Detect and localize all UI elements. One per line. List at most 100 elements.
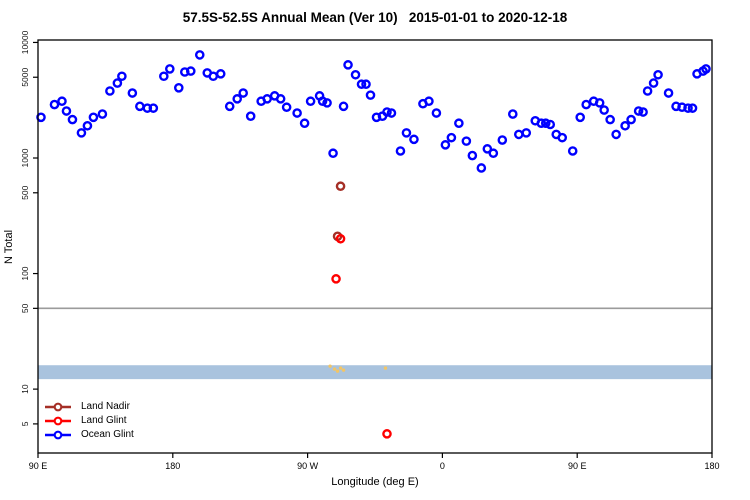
- y-tick-label: 5000: [20, 68, 30, 87]
- ocean-glint-point: [135, 101, 145, 112]
- ocean-glint-point: [540, 118, 551, 129]
- ocean-glint-point: [238, 88, 248, 98]
- ocean-glint-point: [142, 103, 153, 113]
- ocean-glint-point: [507, 109, 518, 119]
- flagged-point: [338, 366, 343, 370]
- ocean-glint-point: [482, 144, 493, 154]
- land-glint-point: [335, 233, 346, 244]
- ocean-glint-point: [567, 146, 578, 156]
- ocean-glint-point: [599, 105, 609, 115]
- flagged-point: [328, 364, 332, 368]
- legend-item-land-nadir: Land Nadir: [44, 400, 134, 414]
- ocean-glint-point: [82, 120, 93, 131]
- x-tick-label: 0: [440, 461, 445, 471]
- ocean-glint-point: [536, 118, 547, 129]
- x-tick-label: 180: [704, 461, 719, 471]
- ocean-glint-point: [424, 96, 434, 107]
- ocean-glint-point: [350, 69, 361, 80]
- legend-label: Land Glint: [81, 415, 127, 426]
- y-tick-label: 50: [20, 303, 30, 313]
- y-tick-label: 500: [20, 185, 30, 199]
- ocean-glint-point: [521, 128, 532, 138]
- ocean-glint-point: [513, 129, 524, 140]
- ocean-glint-point: [343, 60, 353, 70]
- y-tick-label: 10000: [20, 30, 30, 54]
- ocean-glint-point: [215, 69, 226, 79]
- x-tick-label: 90 E: [29, 461, 48, 471]
- ocean-glint-point: [245, 111, 256, 122]
- ocean-glint-point: [575, 112, 585, 123]
- ocean-glint-point: [76, 128, 87, 138]
- ocean-glint-point: [605, 114, 615, 125]
- ocean-glint-point: [88, 112, 99, 123]
- ocean-glint-point: [497, 135, 508, 145]
- ocean-glint-point: [395, 146, 406, 156]
- ocean-glint-point: [281, 102, 292, 113]
- ocean-glint-point: [117, 71, 127, 82]
- highlight-band: [38, 365, 712, 380]
- ocean-glint-point: [328, 148, 338, 159]
- ocean-glint-point: [633, 106, 644, 116]
- ocean-glint-point: [701, 64, 711, 74]
- ocean-glint-point: [61, 106, 72, 116]
- x-tick-label: 90 W: [297, 461, 319, 471]
- ocean-glint-point: [127, 88, 138, 98]
- ocean-glint-point: [185, 66, 196, 76]
- ocean-glint-point: [409, 134, 419, 145]
- ocean-glint-point: [683, 103, 693, 113]
- ocean-glint-point: [305, 96, 316, 107]
- ocean-glint-point: [97, 109, 108, 119]
- ocean-glint-point: [159, 71, 169, 82]
- ocean-glint-point: [401, 128, 412, 138]
- ocean-glint-point: [224, 101, 235, 112]
- ocean-glint-point: [292, 108, 302, 118]
- ocean-glint-point: [440, 140, 451, 150]
- ocean-glint-point: [611, 129, 621, 140]
- ocean-glint-point: [232, 94, 243, 104]
- legend-item-ocean-glint: Ocean Glint: [44, 428, 134, 442]
- legend: Land Nadir Land Glint Ocean Glint: [44, 400, 134, 442]
- ocean-glint-point: [49, 99, 60, 110]
- flagged-point: [341, 368, 346, 372]
- ocean-glint-point: [173, 83, 184, 93]
- legend-label: Land Nadir: [81, 401, 130, 412]
- ocean-glint-point: [642, 86, 653, 96]
- ocean-glint-point: [165, 64, 175, 74]
- ocean-glint-point: [545, 119, 556, 130]
- ocean-glint-point: [626, 114, 636, 125]
- ocean-glint-point: [299, 118, 310, 129]
- ocean-glint-point: [322, 98, 332, 108]
- x-tick-label: 180: [165, 461, 180, 471]
- ocean-glint-point: [454, 118, 464, 129]
- ocean-glint-point: [194, 50, 205, 60]
- ocean-glint-point: [112, 78, 123, 88]
- ocean-glint-point: [105, 86, 115, 96]
- ocean-glint-point: [557, 132, 568, 143]
- flagged-point: [383, 366, 388, 370]
- ocean-glint-point: [365, 90, 376, 100]
- ocean-glint-point: [275, 94, 286, 104]
- ocean-glint-point: [620, 120, 630, 131]
- ocean-glint-point: [653, 69, 663, 80]
- ocean-glint-point: [148, 103, 159, 113]
- ocean-glint-point: [461, 136, 472, 146]
- x-tick-label: 90 E: [568, 461, 587, 471]
- y-tick-label: 1000: [20, 148, 30, 167]
- ocean-glint-marker-icon: [45, 430, 71, 440]
- ocean-glint-point: [663, 88, 674, 98]
- ocean-glint-point: [687, 103, 698, 113]
- y-tick-label: 100: [20, 266, 30, 280]
- ocean-glint-point: [208, 71, 219, 82]
- ocean-glint-point: [476, 163, 487, 173]
- ocean-glint-point: [382, 107, 392, 117]
- land-glint-point: [331, 274, 341, 284]
- legend-item-land-glint: Land Glint: [44, 414, 134, 428]
- chart-title: 57.5S-52.5S Annual Mean (Ver 10) 2015-01…: [182, 10, 568, 25]
- ocean-glint-point: [446, 132, 457, 143]
- flagged-point: [335, 369, 340, 373]
- legend-label: Ocean Glint: [81, 429, 134, 440]
- land-nadir-point: [335, 181, 346, 192]
- ocean-glint-point: [57, 96, 67, 107]
